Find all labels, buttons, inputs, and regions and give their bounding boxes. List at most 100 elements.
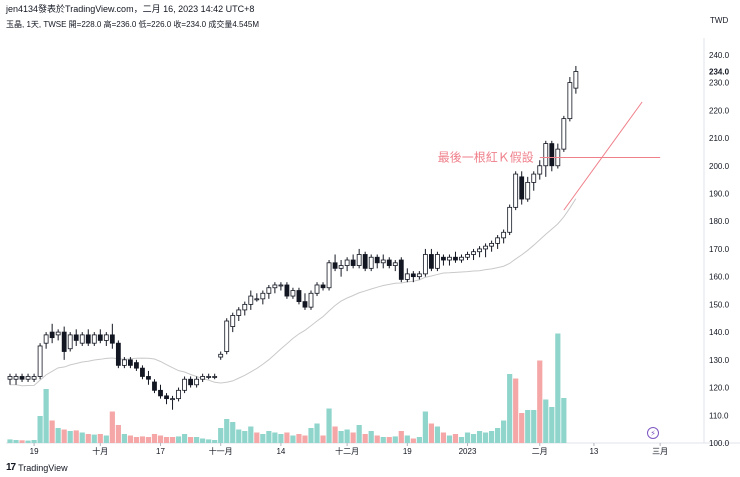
candle xyxy=(236,307,242,322)
candle-body xyxy=(374,256,380,264)
volume-bar xyxy=(302,435,308,443)
volume-bar xyxy=(109,411,115,443)
volume-bar xyxy=(422,411,428,443)
candle xyxy=(13,373,19,385)
candle-body xyxy=(146,376,151,380)
candle-body xyxy=(25,376,31,380)
candle-body xyxy=(103,334,109,341)
candle-body xyxy=(428,254,434,269)
price-tick-label: 190.0 xyxy=(709,189,730,198)
volume-bar xyxy=(458,437,465,443)
candle xyxy=(152,379,157,394)
tradingview-logo[interactable]: 17 TradingView xyxy=(6,462,68,473)
candle xyxy=(55,329,61,341)
candle xyxy=(404,268,410,283)
volume-bar xyxy=(79,432,85,443)
candle-body xyxy=(7,376,13,380)
price-tick-label: 210.0 xyxy=(709,134,730,143)
candle-body xyxy=(422,254,428,275)
volume-bar xyxy=(236,429,242,443)
candle xyxy=(158,384,163,399)
volume-bar xyxy=(410,438,416,443)
candle xyxy=(212,373,218,380)
candle xyxy=(386,257,392,269)
candle-body xyxy=(344,259,350,266)
candle-body xyxy=(410,273,416,278)
volume-bar xyxy=(404,435,410,443)
candle xyxy=(284,282,290,299)
candle-body xyxy=(338,265,344,269)
volume-bar xyxy=(218,428,224,443)
candle xyxy=(344,257,350,272)
volume-bar xyxy=(284,432,290,443)
candle xyxy=(278,282,284,291)
alert-bolt-icon[interactable]: ⚡ xyxy=(647,427,659,439)
volume-bar xyxy=(320,435,326,443)
candle-body xyxy=(85,334,91,344)
candle-body xyxy=(115,342,121,366)
candle xyxy=(428,248,434,272)
candle xyxy=(374,254,380,269)
candle xyxy=(73,329,79,346)
volume-bar xyxy=(85,434,91,443)
candle-body xyxy=(97,334,103,341)
volume-bar xyxy=(194,437,200,443)
candle xyxy=(567,77,573,122)
candle xyxy=(109,323,115,349)
volume-bar xyxy=(43,389,49,443)
candle xyxy=(206,373,212,380)
candle-body xyxy=(561,118,567,150)
volume-bar xyxy=(489,431,495,443)
candle-body xyxy=(134,362,139,369)
volume-bar xyxy=(163,437,170,443)
price-tick-label: 200.0 xyxy=(709,162,730,171)
candle-body xyxy=(543,143,549,167)
annotation-text: 最後一根紅Ｋ假設 xyxy=(438,149,534,164)
candle xyxy=(308,290,314,310)
candle-body xyxy=(398,259,404,280)
volume-bar xyxy=(495,428,501,443)
volume-bar xyxy=(482,432,489,443)
candle-body xyxy=(531,173,537,183)
candle xyxy=(49,323,55,344)
candle xyxy=(380,254,386,269)
candle-body xyxy=(200,376,206,380)
volume-bar xyxy=(464,432,471,443)
time-tick-label: 十二月 xyxy=(335,446,359,456)
volume-bar xyxy=(206,439,212,443)
candle-body xyxy=(350,259,356,266)
candle xyxy=(134,359,139,371)
price-tick-label: 110.0 xyxy=(709,411,729,420)
volume-bar xyxy=(374,435,380,443)
volume-bar xyxy=(308,428,314,443)
candle xyxy=(79,332,85,346)
candle xyxy=(356,248,362,269)
time-tick-label: 2023 xyxy=(459,447,477,456)
volume-bar xyxy=(501,420,507,443)
candle-body xyxy=(272,284,278,289)
candle xyxy=(416,271,422,280)
volume-bar xyxy=(470,434,477,443)
volume-bar xyxy=(145,437,152,443)
candle-body xyxy=(236,309,242,316)
candle xyxy=(25,373,31,383)
candle-body xyxy=(260,292,266,300)
price-tick-label: 100.0 xyxy=(709,439,730,448)
candle xyxy=(513,171,519,211)
volume-bar xyxy=(49,420,55,443)
candle-body xyxy=(489,242,495,247)
volume-bar xyxy=(428,423,434,443)
volume-bar xyxy=(543,399,549,443)
time-tick-label: 十一月 xyxy=(209,446,233,456)
volume-bar xyxy=(157,435,164,443)
volume-bar xyxy=(555,333,561,443)
candle xyxy=(326,260,332,291)
candle-body xyxy=(248,295,254,305)
candle-body xyxy=(465,254,470,258)
candle-body xyxy=(483,245,488,250)
candle xyxy=(97,329,103,344)
candle-body xyxy=(194,378,200,386)
time-tick-label: 三月 xyxy=(652,447,668,456)
price-tick-label: 130.0 xyxy=(709,356,730,365)
